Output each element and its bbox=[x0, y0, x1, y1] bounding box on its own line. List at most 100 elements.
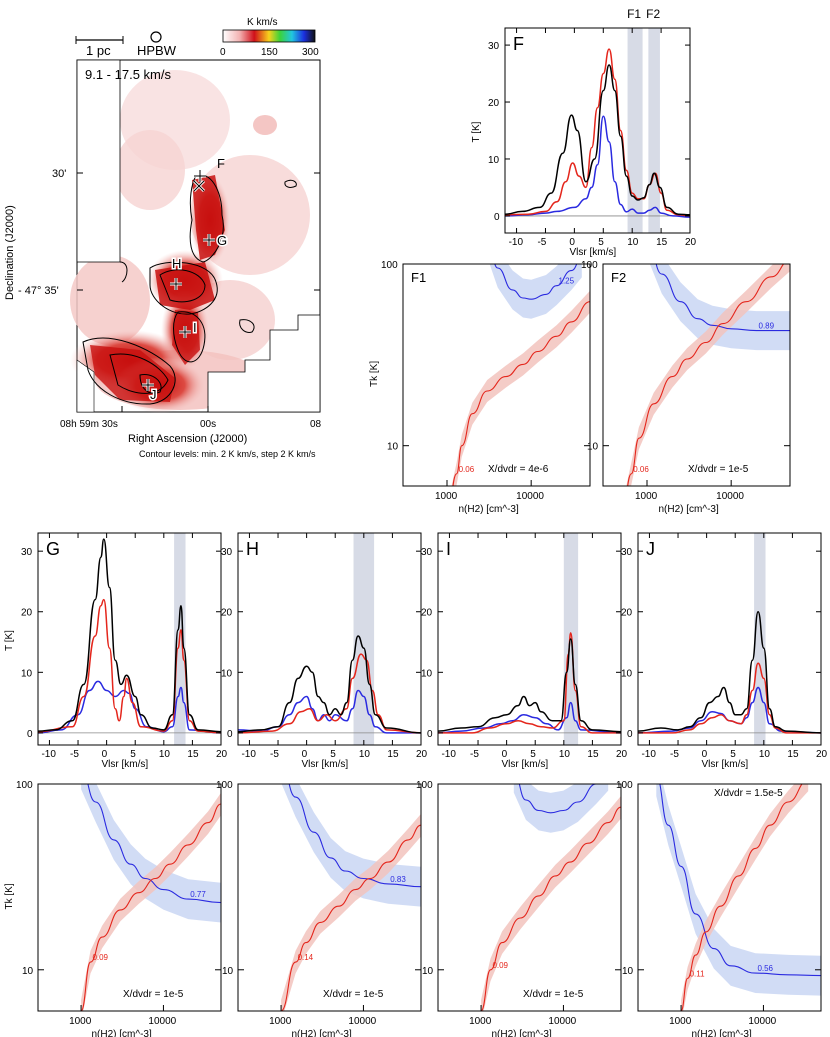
panel-annotation: X/dvdr = 1e-5 bbox=[123, 989, 184, 1000]
band-label-f2: F2 bbox=[646, 7, 660, 21]
x-tick-label: -10 bbox=[641, 749, 656, 760]
panel-title: F bbox=[513, 34, 524, 54]
x-tick-label: -5 bbox=[470, 749, 479, 760]
y-axis-label: Tk [K] bbox=[4, 883, 15, 909]
x-axis-label: n(H2) [cm^-3] bbox=[659, 504, 719, 515]
label-H: H bbox=[172, 256, 181, 271]
marker-x bbox=[192, 179, 206, 193]
red-series bbox=[505, 48, 690, 217]
x-tick-label: 15 bbox=[787, 749, 799, 760]
unobserved-region bbox=[76, 59, 121, 263]
panel-title: H bbox=[246, 539, 259, 559]
black-series bbox=[438, 638, 621, 733]
panel-frame bbox=[504, 27, 691, 234]
map-panel: 1 pc HPBW K km/s 0 150 300 bbox=[4, 17, 322, 459]
x-tick-label: 0 bbox=[302, 749, 308, 760]
x-tick-label: 10 bbox=[359, 749, 371, 760]
colorbar bbox=[222, 29, 316, 43]
red-series bbox=[80, 803, 221, 1011]
blue-series bbox=[655, 264, 790, 332]
svg-text:J: J bbox=[150, 387, 157, 402]
x-tick-label: -10 bbox=[509, 237, 524, 248]
red-series-label: 0.09 bbox=[492, 961, 508, 970]
blue-series-label: 0.56 bbox=[757, 964, 773, 973]
y-tick-label: 10 bbox=[622, 966, 634, 977]
x-tick-label: 15 bbox=[656, 237, 668, 248]
plot-area: 0.89 0.06 bbox=[626, 264, 790, 486]
red-series bbox=[480, 806, 621, 1011]
y-tick-label: 30 bbox=[421, 547, 433, 558]
red-uncertainty-band bbox=[81, 792, 221, 1011]
x-tick-label: 1000 bbox=[435, 491, 458, 502]
plot-area: 0.56 0.11 bbox=[656, 784, 821, 1011]
red-series-label: 0.11 bbox=[690, 969, 706, 978]
x-tick-label: 0 bbox=[702, 749, 708, 760]
panel-annotation: X/dvdr = 4e-6 bbox=[488, 464, 549, 475]
panel-frame bbox=[437, 783, 622, 1012]
y-tick-label: 30 bbox=[621, 547, 633, 558]
y-tick-label: 0 bbox=[627, 729, 633, 740]
marker-F bbox=[194, 170, 206, 182]
x-axis-label: Vlsr [km/s] bbox=[702, 759, 749, 770]
blue-series-label: 0.77 bbox=[190, 890, 206, 899]
plot-area bbox=[438, 533, 621, 745]
label-J: J bbox=[150, 387, 157, 402]
map-ylabel: Declination (J2000) bbox=[4, 205, 16, 300]
x-axis-label: n(H2) [cm^-3] bbox=[292, 1029, 352, 1037]
map-xlabel: Right Ascension (J2000) bbox=[128, 433, 247, 445]
blue-series bbox=[494, 264, 578, 300]
panel-frame bbox=[237, 783, 422, 1012]
x-tick-label: 1000 bbox=[669, 1016, 692, 1027]
panel-g: -10 -5 0 5 10 15 20 0 10 20 30 G Vlsr [km/s] T [K] bbox=[4, 532, 228, 770]
velocity-band bbox=[754, 533, 766, 745]
x-tick-label: 1000 bbox=[635, 491, 658, 502]
y-axis-label: Tk [K] bbox=[369, 361, 380, 387]
panel-f: F1 F2 -10 -5 0 5 10 15 20 0 10 20 30 F Vlsr [km/s] T [K… bbox=[471, 7, 697, 258]
x-tick-label: 10000 bbox=[348, 1016, 376, 1027]
panel-j-ext: 0.56 0.11 1000 10000 10 100 X/dvdr = 1.5e-5 n(H… bbox=[616, 780, 822, 1037]
x-tick-label: -10 bbox=[241, 749, 256, 760]
plot-area: 1.03 0.09 bbox=[480, 784, 621, 1011]
velocity-range: 9.1 - 17.5 km/s bbox=[85, 67, 171, 82]
x-tick-label: 20 bbox=[416, 749, 428, 760]
map-ytick-35: - 47° 35' bbox=[18, 285, 59, 297]
x-tick-label: 1000 bbox=[469, 1016, 492, 1027]
plot-area: 1.25 0.06 bbox=[451, 264, 590, 486]
panel-annotation: X/dvdr = 1e-5 bbox=[523, 989, 584, 1000]
panel-frame bbox=[237, 532, 422, 746]
marker-G bbox=[203, 234, 215, 246]
label-F: F bbox=[217, 156, 225, 171]
x-axis-label: Vlsr [km/s] bbox=[302, 759, 349, 770]
y-tick-label: 100 bbox=[416, 780, 433, 791]
panel-annotation: X/dvdr = 1e-5 bbox=[688, 464, 749, 475]
panel-frame bbox=[37, 532, 222, 746]
black-series bbox=[38, 538, 221, 733]
panel-frame bbox=[37, 783, 222, 1012]
y-tick-label: 100 bbox=[216, 780, 233, 791]
blue-uncertainty-band bbox=[489, 264, 582, 319]
colorbar-tick-2: 300 bbox=[302, 47, 319, 58]
map-xtick-0: 08h 59m 30s bbox=[60, 419, 118, 430]
blue-series bbox=[38, 680, 221, 734]
red-series bbox=[280, 824, 421, 1011]
panel-frame bbox=[637, 783, 822, 1012]
x-tick-label: 15 bbox=[187, 749, 199, 760]
red-series bbox=[438, 632, 621, 734]
x-tick-label: 20 bbox=[685, 237, 697, 248]
map-xtick-2: 08 bbox=[310, 419, 322, 430]
panel-title: G bbox=[46, 539, 60, 559]
y-tick-label: 10 bbox=[387, 442, 399, 453]
red-series bbox=[627, 264, 785, 486]
x-tick-label: 10000 bbox=[716, 491, 744, 502]
blue-uncertainty-band bbox=[513, 784, 609, 833]
y-tick-label: 20 bbox=[621, 608, 633, 619]
red-series-label: 0.06 bbox=[459, 465, 475, 474]
y-tick-label: 100 bbox=[616, 780, 633, 791]
x-axis-label: n(H2) [cm^-3] bbox=[459, 504, 519, 515]
x-tick-label: 10000 bbox=[748, 1016, 776, 1027]
label-I: I bbox=[193, 320, 197, 335]
x-tick-label: -5 bbox=[670, 749, 679, 760]
y-tick-label: 10 bbox=[422, 966, 434, 977]
panel-title: F1 bbox=[411, 270, 426, 285]
red-uncertainty-band bbox=[451, 290, 590, 486]
